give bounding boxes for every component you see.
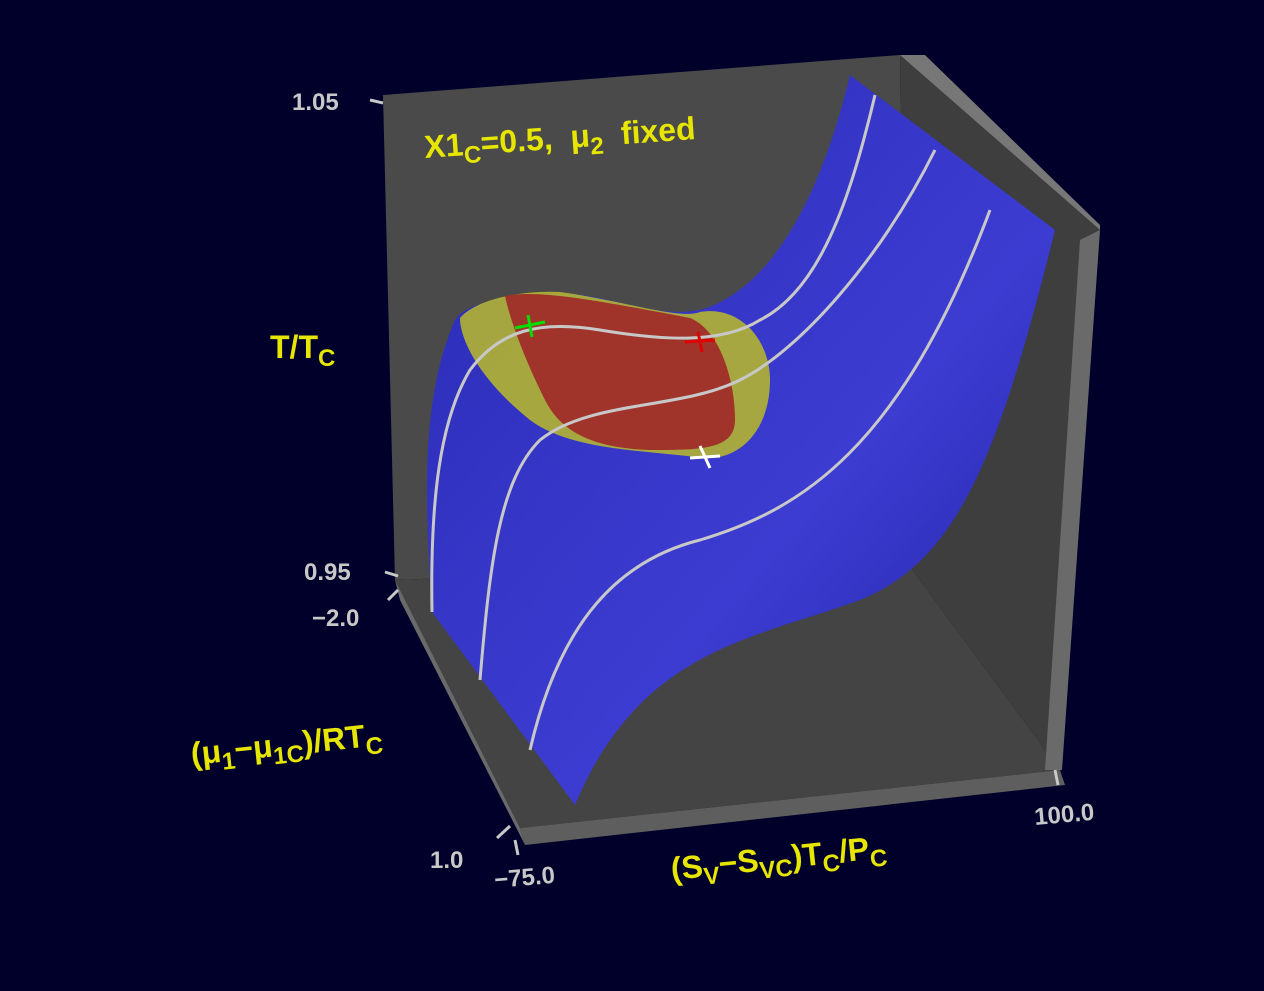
surface [426, 75, 1055, 805]
text-part: (S [669, 848, 705, 887]
z-tick-label: 1.05 [292, 89, 339, 116]
text-part: )T [790, 835, 824, 874]
text-part: (μ [189, 733, 223, 772]
x-tick-label: −75.0 [493, 862, 556, 894]
y-axis-label: (μ1−μ1C)/RTC [189, 716, 385, 779]
z-axis-label: T/TC [270, 329, 335, 372]
text-part: )/RT [301, 718, 367, 760]
subscript: C [318, 345, 335, 372]
subscript: C [869, 844, 889, 873]
z-tick-label: 0.95 [304, 559, 351, 586]
subscript: V [702, 862, 721, 891]
text-part: =0.5, μ [479, 117, 591, 161]
text-part: fixed [602, 110, 697, 152]
edge [900, 55, 1100, 230]
text-part: /P [837, 830, 871, 869]
text-part: −μ [232, 728, 274, 768]
y-tick-label: 1.0 [430, 847, 463, 874]
unstable-region [505, 293, 735, 450]
subscript: VC [758, 854, 794, 884]
subscript: 1C [272, 740, 305, 770]
x-axis-label: (SV−SVC)TC/PC [669, 829, 889, 894]
contours [430, 94, 992, 751]
tick-marks [369, 98, 1060, 856]
edge [395, 580, 525, 845]
edge [1045, 230, 1100, 770]
text-part: −S [717, 842, 761, 882]
x-tick-label: 100.0 [1033, 799, 1095, 831]
subscript: 2 [590, 133, 605, 161]
subscript: 1 [221, 748, 237, 776]
text-part: X1 [423, 126, 465, 165]
subscript: C [364, 732, 384, 761]
subscript: C [821, 849, 841, 878]
subscript: C [463, 141, 482, 169]
markers [514, 314, 721, 469]
annotation: X1C=0.5, μ2 fixed [423, 110, 697, 172]
edge [520, 770, 1065, 845]
text-part: T/T [270, 329, 318, 365]
y-tick-label: −2.0 [312, 605, 359, 632]
